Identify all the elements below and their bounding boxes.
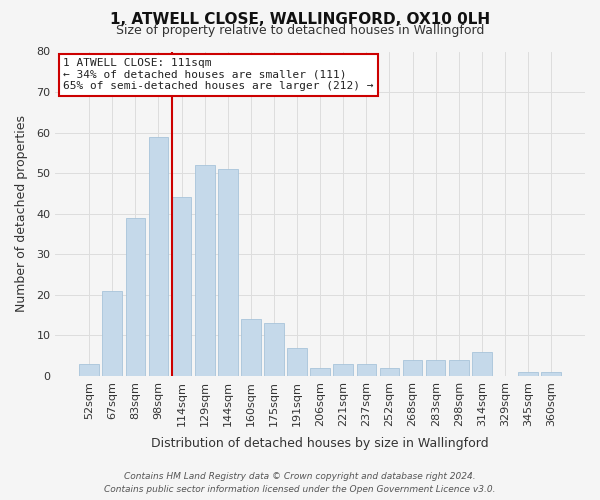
Y-axis label: Number of detached properties: Number of detached properties — [15, 115, 28, 312]
Text: 1, ATWELL CLOSE, WALLINGFORD, OX10 0LH: 1, ATWELL CLOSE, WALLINGFORD, OX10 0LH — [110, 12, 490, 28]
Bar — [287, 348, 307, 376]
Bar — [310, 368, 330, 376]
Bar — [356, 364, 376, 376]
Bar — [103, 290, 122, 376]
Bar — [518, 372, 538, 376]
Text: 1 ATWELL CLOSE: 111sqm
← 34% of detached houses are smaller (111)
65% of semi-de: 1 ATWELL CLOSE: 111sqm ← 34% of detached… — [63, 58, 374, 91]
Bar — [426, 360, 445, 376]
Text: Size of property relative to detached houses in Wallingford: Size of property relative to detached ho… — [116, 24, 484, 37]
Bar — [334, 364, 353, 376]
Bar — [449, 360, 469, 376]
Bar — [218, 169, 238, 376]
Bar — [541, 372, 561, 376]
Bar — [79, 364, 99, 376]
Bar — [195, 165, 215, 376]
Bar — [149, 136, 169, 376]
Bar — [403, 360, 422, 376]
X-axis label: Distribution of detached houses by size in Wallingford: Distribution of detached houses by size … — [151, 437, 489, 450]
Bar — [264, 323, 284, 376]
Bar — [172, 198, 191, 376]
Bar — [472, 352, 491, 376]
Bar — [125, 218, 145, 376]
Bar — [380, 368, 399, 376]
Bar — [241, 319, 260, 376]
Text: Contains HM Land Registry data © Crown copyright and database right 2024.
Contai: Contains HM Land Registry data © Crown c… — [104, 472, 496, 494]
